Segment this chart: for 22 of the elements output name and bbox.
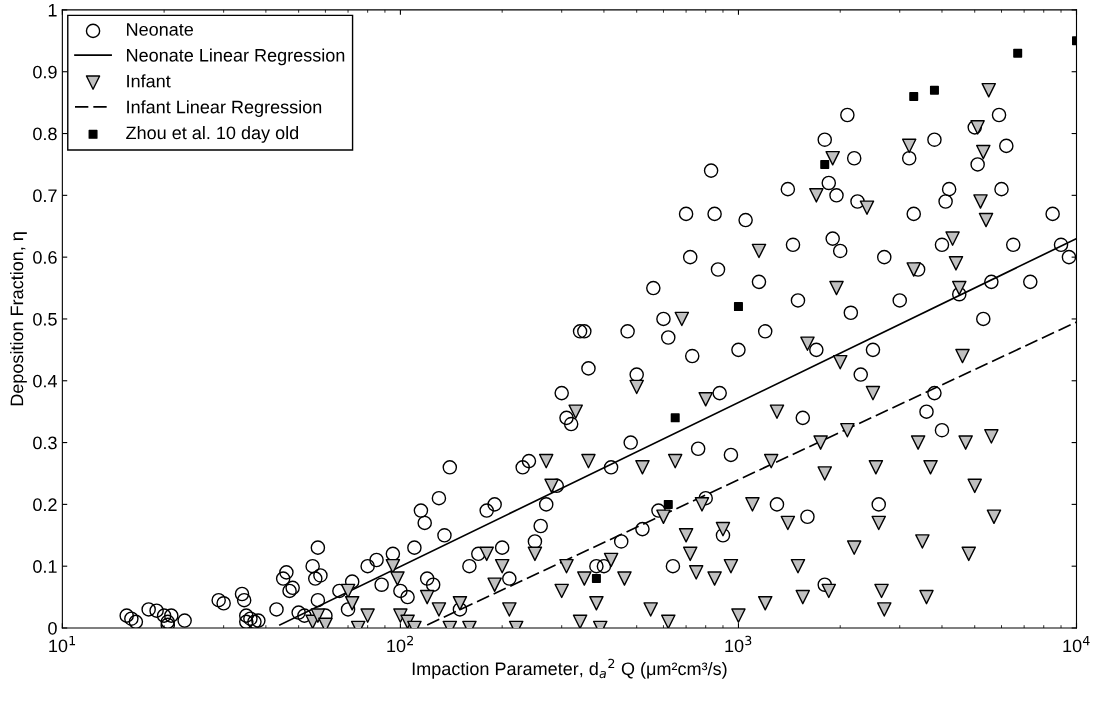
y-tick-label: 0.3 [33,436,57,450]
legend-label: Zhou et al. 10 day old [126,125,299,143]
x-tick-label: 10$^{3}$ [725,635,752,653]
y-tick-label: 0.2 [33,498,57,512]
legend-label: Infant Linear Regression [127,100,322,117]
x-tick-label: 10$^{4}$ [1063,635,1090,653]
x-tick-label: 10$^{1}$ [49,635,76,653]
legend-label: Infant [127,74,171,88]
y-tick-label: 0.7 [33,189,57,203]
y-tick-label: 0.4 [33,374,57,388]
y-tick-label: 0.8 [33,127,57,141]
y-tick-label: 0.9 [33,65,57,79]
y-axis-title: Deposition Fraction, η [10,232,27,406]
y-tick-label: 0.6 [33,251,57,264]
legend-label: Neonate Linear Regression [127,48,345,66]
x-tick-label: 10$^{2}$ [387,635,413,653]
x-axis-title: Impaction Parameter, d$_{a}$$^{2}$ Q (μm²cm³/s) [412,658,727,679]
legend-label: Neonate [127,23,194,36]
y-tick-label: 0 [48,621,57,635]
y-tick-label: 0.1 [33,560,57,573]
y-tick-label: 1 [48,4,57,17]
y-tick-label: 0.5 [33,312,57,326]
